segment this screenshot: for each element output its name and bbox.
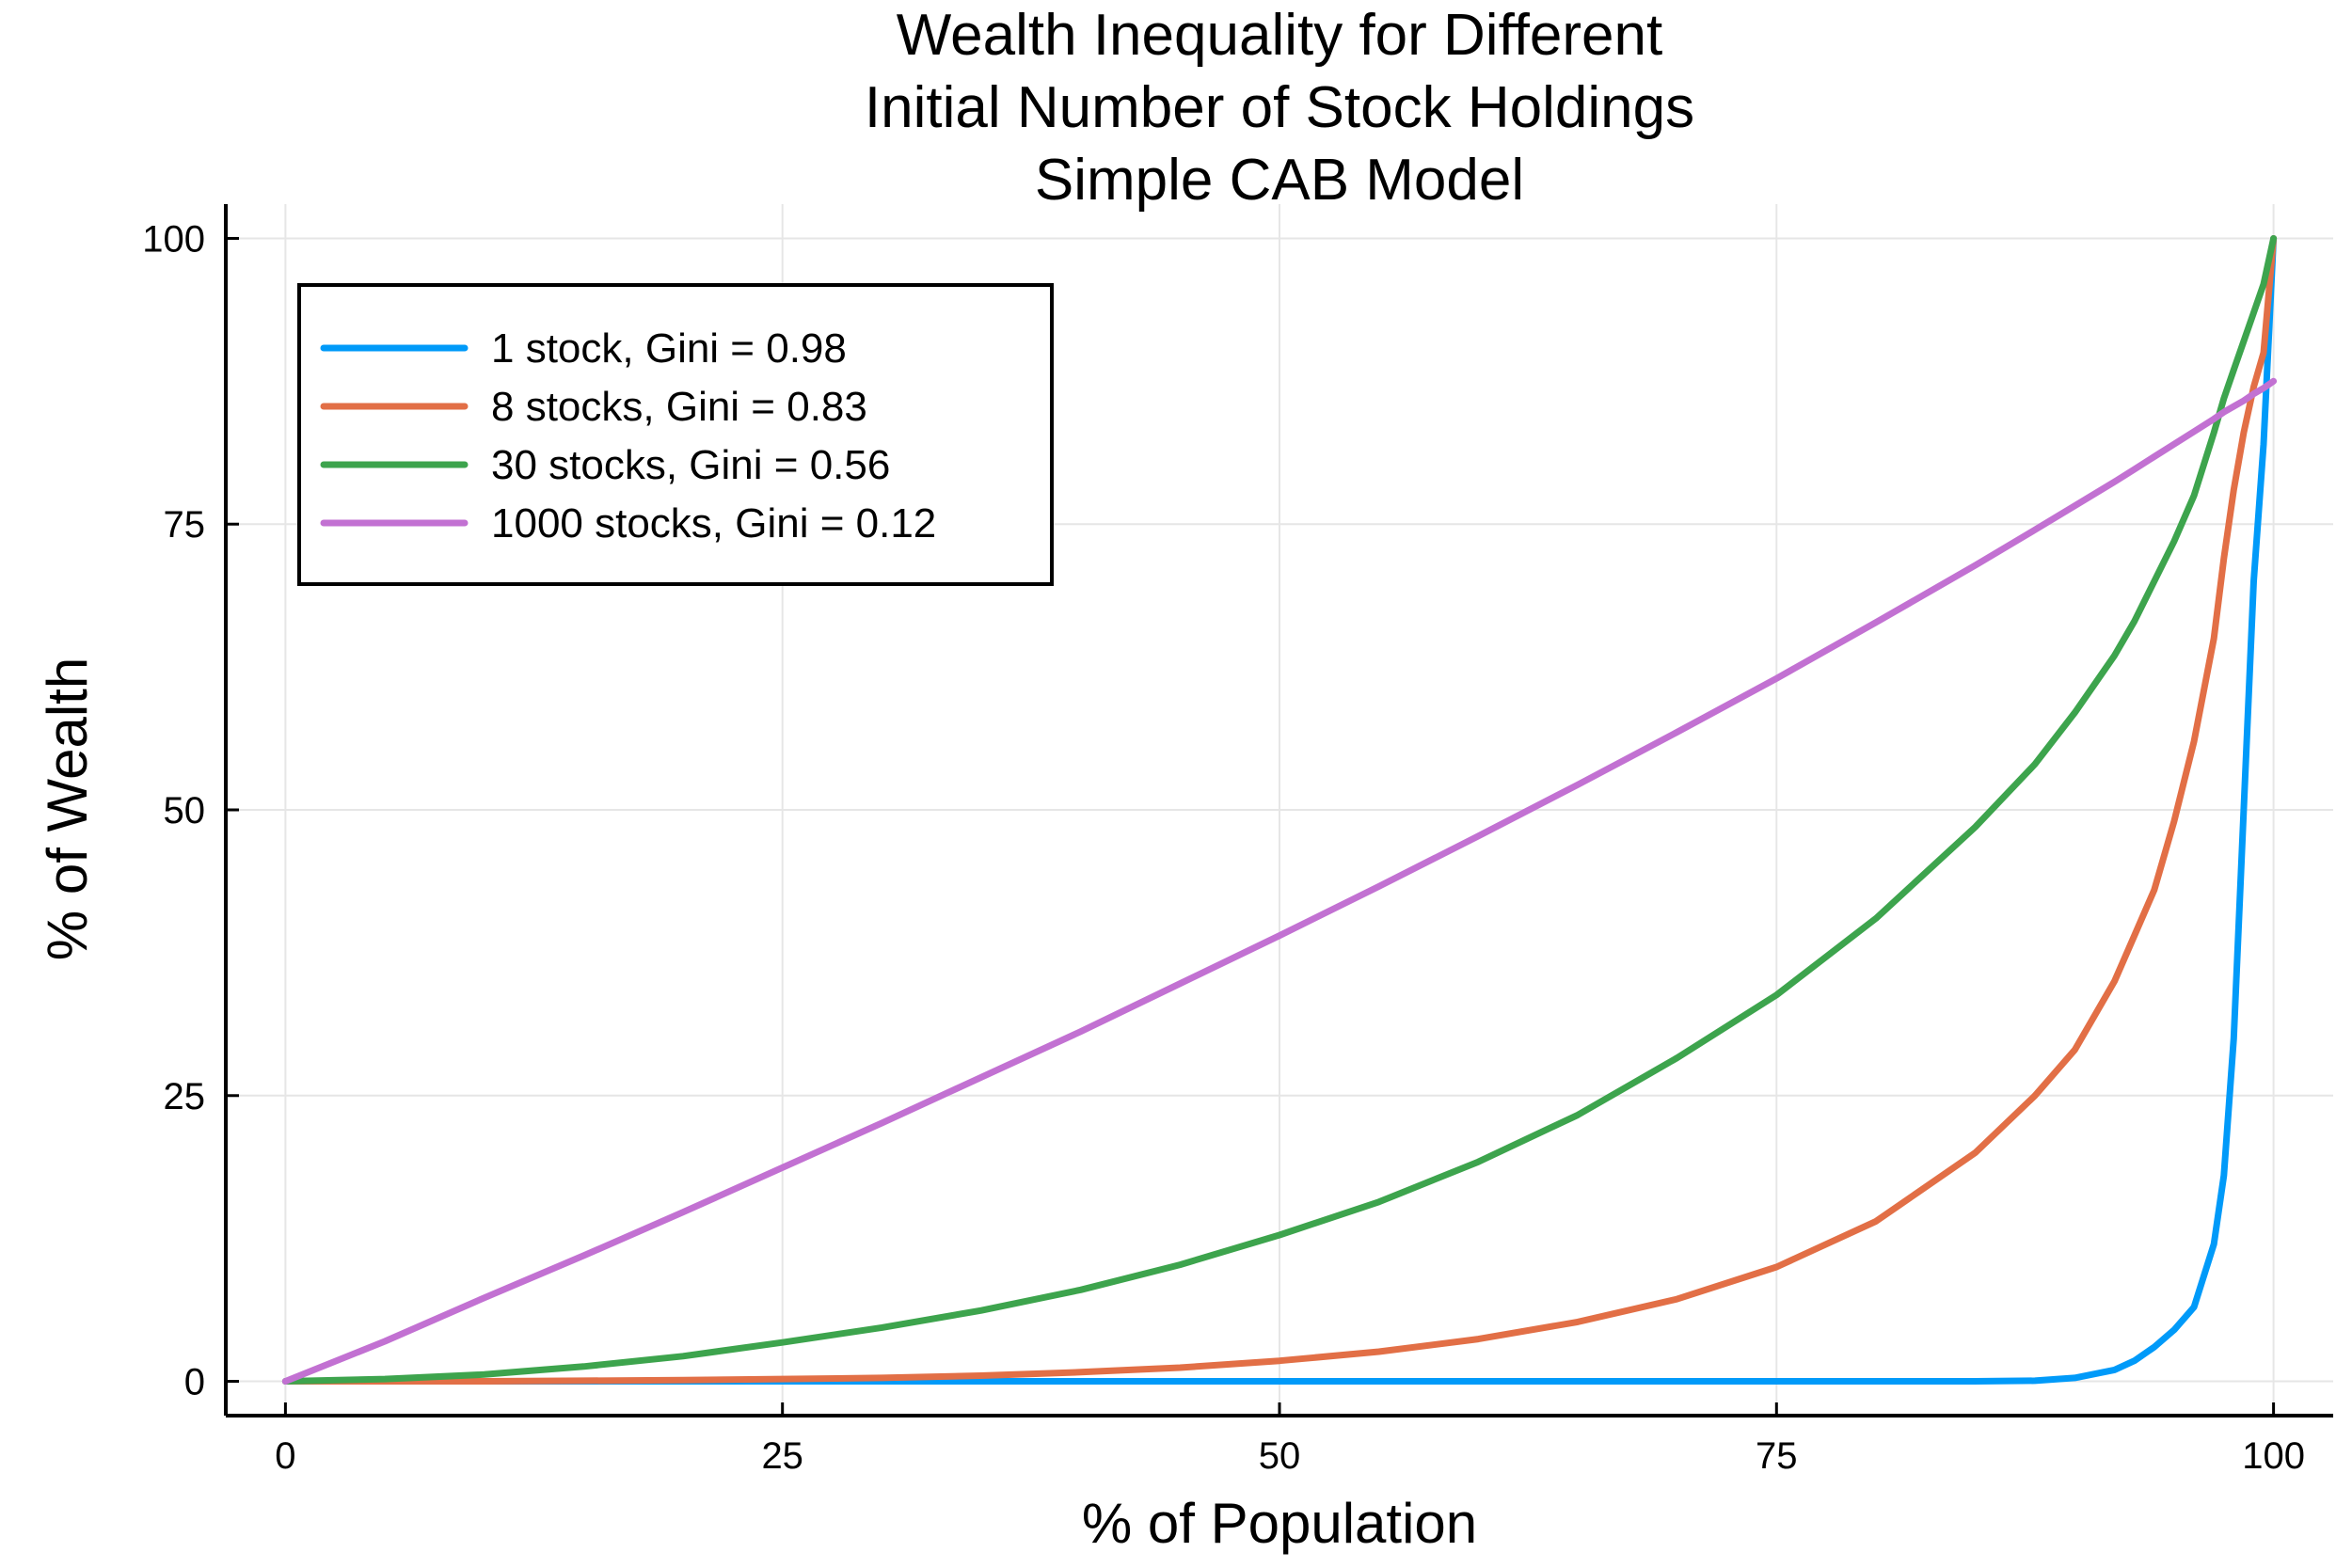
chart-title-line-3: Simple CAB Model bbox=[1035, 148, 1524, 213]
x-tick-label: 25 bbox=[761, 1435, 803, 1477]
x-tick-label: 75 bbox=[1756, 1435, 1798, 1477]
series-line-3 bbox=[281, 235, 2278, 1385]
series-line-4 bbox=[281, 377, 2278, 1385]
legend: 1 stock, Gini = 0.98 8 stocks, Gini = 0.8… bbox=[297, 283, 1054, 586]
legend-label: 1000 stocks, Gini = 0.12 bbox=[491, 500, 936, 546]
legend-label: 30 stocks, Gini = 0.56 bbox=[491, 442, 890, 488]
series-layer bbox=[281, 235, 2278, 1385]
legend-label: 8 stocks, Gini = 0.83 bbox=[491, 384, 867, 430]
y-tick-label: 100 bbox=[142, 218, 205, 260]
x-tick-label: 50 bbox=[1259, 1435, 1301, 1477]
y-tick-label: 0 bbox=[184, 1362, 205, 1403]
legend-label: 1 stock, Gini = 0.98 bbox=[491, 325, 847, 372]
legend-box bbox=[297, 283, 1054, 586]
y-tick-label: 25 bbox=[164, 1076, 206, 1117]
chart-title-line-2: Initial Number of Stock Holdings bbox=[865, 75, 1694, 140]
ticks-layer: 0 25 50 75 100 0 25 50 75 100 bbox=[142, 218, 2305, 1477]
y-tick-label: 75 bbox=[164, 504, 206, 546]
y-axis-label: % of Wealth bbox=[36, 657, 99, 960]
y-tick-label: 50 bbox=[164, 790, 206, 832]
x-axis-label: % of Population bbox=[1082, 1492, 1477, 1555]
chart-title-line-1: Wealth Inequality for Different bbox=[897, 3, 1662, 68]
series-line-2 bbox=[281, 235, 2278, 1385]
legend-entries: 1 stock, Gini = 0.98 8 stocks, Gini = 0.8… bbox=[320, 325, 936, 546]
x-tick-label: 0 bbox=[275, 1435, 295, 1477]
x-tick-label: 100 bbox=[2242, 1435, 2305, 1477]
